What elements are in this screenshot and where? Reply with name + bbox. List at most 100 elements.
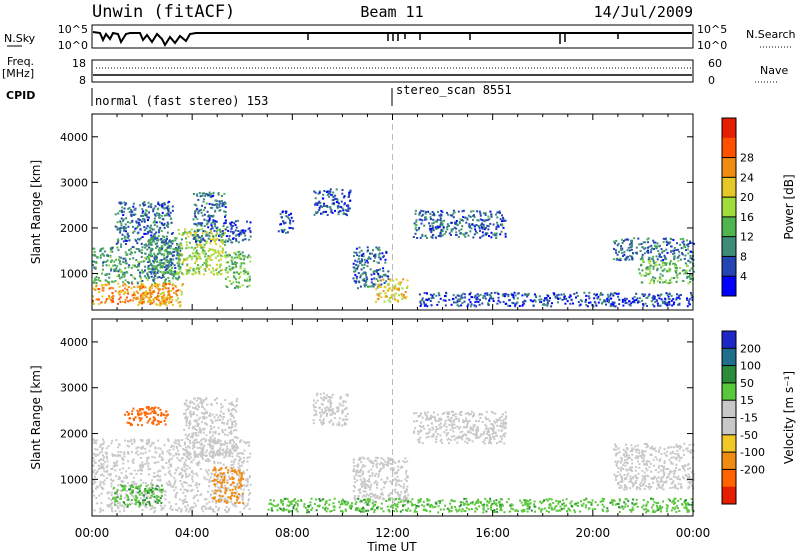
data-cell (192, 273, 195, 276)
data-cell (110, 261, 113, 264)
data-cell (238, 281, 240, 284)
data-cell (672, 303, 675, 306)
data-cell (237, 479, 240, 482)
data-cell (223, 476, 226, 478)
data-cell (161, 452, 164, 455)
data-cell (441, 230, 444, 233)
data-cell (119, 493, 122, 496)
data-cell (197, 490, 199, 492)
data-cell (188, 254, 191, 257)
data-cell (106, 253, 109, 256)
data-cell (219, 245, 222, 248)
data-cell (221, 200, 223, 203)
data-cell (221, 205, 224, 208)
data-cell (167, 466, 170, 469)
data-cell (689, 273, 691, 276)
data-cell (145, 415, 148, 418)
data-cell (179, 301, 182, 304)
data-cell (476, 219, 479, 222)
data-cell (482, 297, 485, 299)
data-cell (248, 284, 251, 287)
data-cell (336, 410, 339, 413)
data-cell (650, 300, 653, 303)
data-cell (660, 256, 663, 259)
data-cell (100, 502, 103, 505)
data-cell (223, 232, 226, 235)
data-cell (160, 292, 163, 295)
data-cell (624, 258, 627, 261)
data-cell (156, 488, 159, 491)
data-cell (496, 291, 499, 294)
data-cell (212, 453, 215, 456)
data-cell (151, 484, 154, 487)
data-cell (122, 218, 125, 221)
data-cell (135, 473, 138, 476)
data-cell (172, 485, 175, 488)
data-cell (143, 229, 146, 232)
data-cell (474, 228, 477, 231)
data-cell (180, 238, 183, 241)
data-cell (244, 238, 247, 241)
data-cell (120, 243, 123, 246)
data-cell (549, 297, 551, 300)
data-cell (168, 293, 171, 296)
data-cell (196, 446, 199, 449)
data-cell (360, 261, 362, 264)
data-cell (197, 222, 200, 225)
data-cell (688, 269, 691, 272)
data-cell (249, 235, 252, 238)
data-cell (201, 192, 204, 195)
data-cell (334, 194, 337, 197)
data-cell (342, 209, 345, 212)
data-cell (354, 470, 357, 473)
data-cell (644, 302, 647, 305)
data-cell (158, 283, 161, 286)
data-cell (122, 301, 124, 303)
data-cell (160, 276, 163, 279)
data-cell (215, 471, 217, 474)
data-cell (158, 295, 161, 298)
data-cell (431, 294, 434, 297)
data-cell (233, 461, 236, 464)
data-cell (191, 427, 194, 430)
data-cell (423, 224, 426, 227)
data-cell (313, 399, 315, 402)
data-cell (215, 500, 218, 503)
data-cell (227, 419, 230, 422)
data-cell (234, 408, 237, 411)
data-cell (179, 250, 182, 252)
data-cell (123, 501, 125, 504)
data-cell (230, 412, 233, 415)
data-cell (641, 258, 644, 261)
data-cell (323, 392, 325, 395)
data-cell (165, 410, 168, 413)
data-cell (123, 201, 126, 204)
data-cell (479, 212, 482, 215)
data-cell (575, 291, 578, 294)
data-cell (149, 289, 152, 292)
data-cell (167, 276, 170, 279)
data-cell (689, 242, 692, 244)
data-cell (137, 238, 139, 241)
data-cell (405, 287, 408, 289)
data-cell (156, 501, 159, 504)
data-cell (203, 239, 206, 242)
data-cell (137, 223, 140, 226)
data-cell (123, 287, 126, 290)
data-cell (199, 401, 202, 404)
data-cell (672, 239, 675, 241)
data-cell (193, 413, 195, 416)
data-cell (328, 410, 331, 413)
data-cell (199, 241, 202, 244)
data-cell (167, 205, 170, 208)
data-cell (190, 415, 193, 418)
data-cell (130, 281, 133, 284)
data-cell (188, 458, 191, 460)
data-cell (477, 219, 480, 222)
data-cell (198, 429, 201, 432)
data-cell (444, 299, 447, 302)
data-cell (244, 442, 247, 445)
data-cell (440, 228, 443, 231)
data-cell (102, 481, 105, 484)
data-cell (560, 293, 563, 296)
